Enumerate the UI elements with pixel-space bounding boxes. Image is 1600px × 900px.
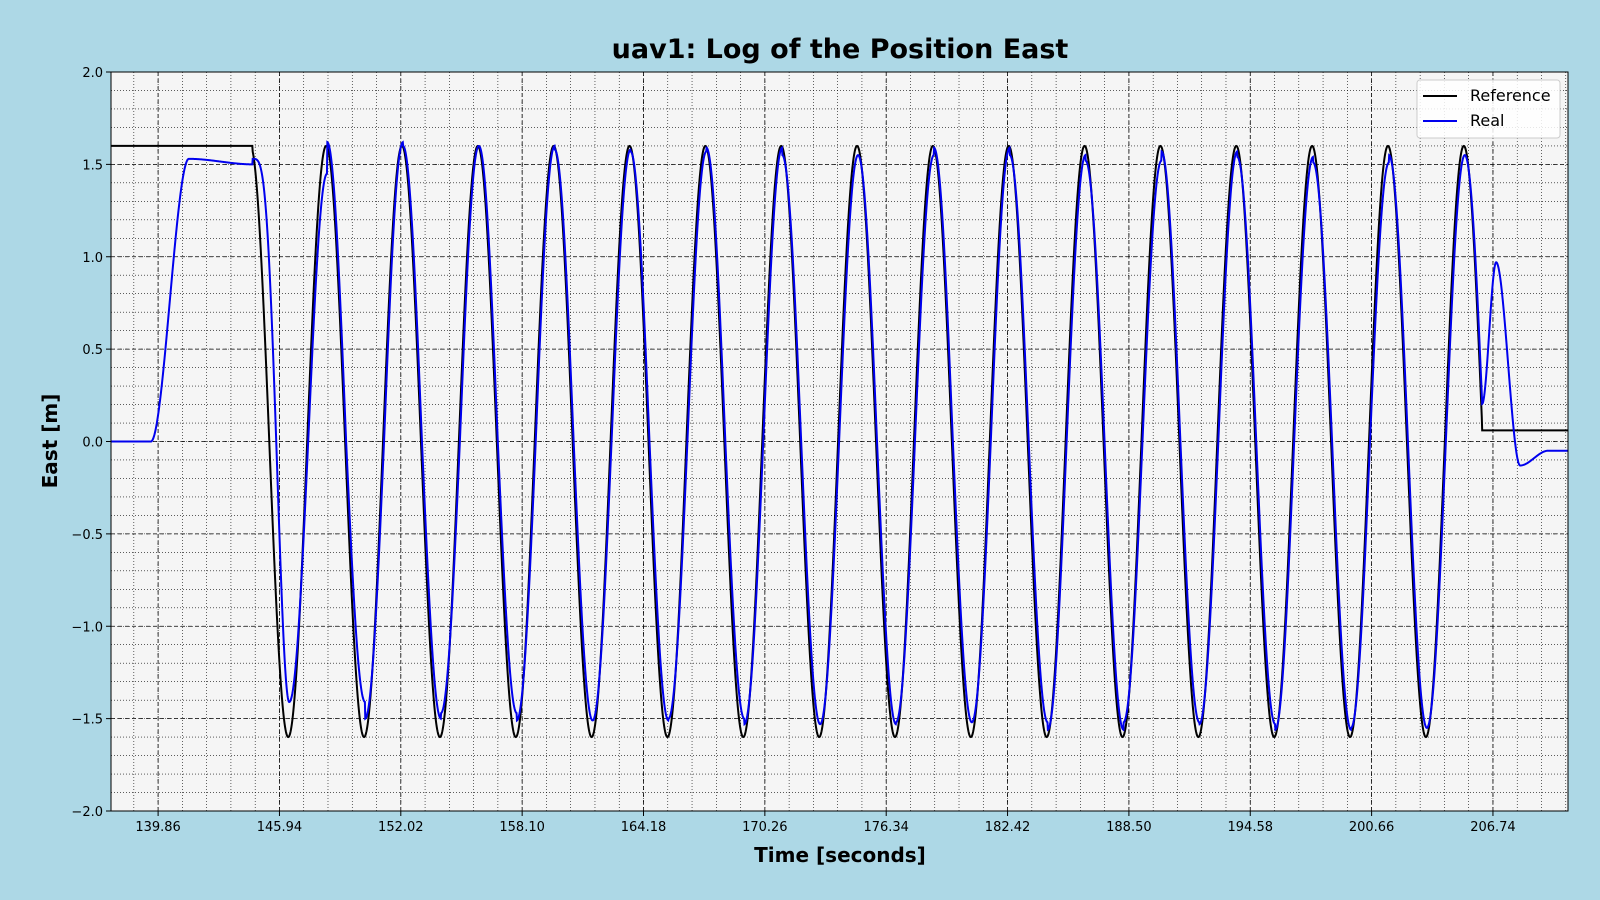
x-tick-label: 200.66 <box>1349 820 1395 835</box>
chart-title: uav1: Log of the Position East <box>612 34 1069 65</box>
x-tick-label: 164.18 <box>621 820 667 835</box>
legend: Reference Real <box>1416 79 1561 139</box>
y-tick-label: −1.5 <box>71 713 103 728</box>
legend-label-real: Real <box>1470 111 1505 130</box>
y-tick-label: 0.0 <box>82 436 103 451</box>
x-tick-label: 170.26 <box>742 820 788 835</box>
y-tick-label: 1.0 <box>82 251 103 266</box>
x-tick-label: 152.02 <box>378 820 424 835</box>
y-tick-label: −0.5 <box>71 528 103 543</box>
x-tick-label: 176.34 <box>863 820 909 835</box>
y-axis: −2.0 −1.5 −1.0 −0.5 0.0 0.5 1.0 1.5 2.0 <box>71 66 111 820</box>
x-axis-label: Time [seconds] <box>754 843 926 867</box>
x-tick-label: 158.10 <box>499 820 545 835</box>
legend-label-reference: Reference <box>1470 86 1551 105</box>
y-axis-label: East [m] <box>38 394 62 489</box>
x-axis: 139.86 145.94 152.02 158.10 164.18 170.26 176.… <box>135 811 1516 835</box>
x-tick-label: 206.74 <box>1470 820 1516 835</box>
series-layer <box>111 140 1568 739</box>
y-tick-label: 1.5 <box>82 158 103 173</box>
y-tick-label: 0.5 <box>82 343 103 358</box>
x-tick-label: 139.86 <box>135 820 181 835</box>
y-tick-label: 2.0 <box>82 66 103 81</box>
x-tick-label: 145.94 <box>257 820 303 835</box>
y-tick-label: −1.0 <box>71 620 103 635</box>
x-tick-label: 182.42 <box>985 820 1031 835</box>
x-tick-label: 194.58 <box>1228 820 1274 835</box>
legend-box <box>1416 79 1561 139</box>
x-tick-label: 188.50 <box>1106 820 1152 835</box>
y-tick-label: −2.0 <box>71 805 103 820</box>
series-line-real <box>111 140 1568 732</box>
